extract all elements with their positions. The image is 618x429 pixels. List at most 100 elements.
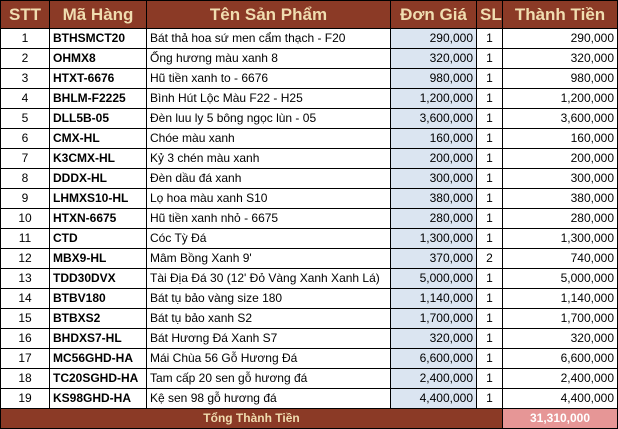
cell-stt[interactable]: 6 bbox=[0, 128, 50, 149]
cell-unit-price[interactable]: 1,140,000 bbox=[390, 288, 477, 309]
cell-stt[interactable]: 4 bbox=[0, 88, 50, 109]
cell-unit-price[interactable]: 980,000 bbox=[390, 68, 477, 89]
cell-line-total[interactable]: 300,000 bbox=[502, 168, 618, 189]
cell-code[interactable]: MC56GHD-HA bbox=[49, 348, 147, 369]
cell-code[interactable]: BTHSMCT20 bbox=[49, 28, 147, 49]
cell-product-name[interactable]: Chóe màu xanh bbox=[146, 128, 391, 149]
cell-line-total[interactable]: 3,600,000 bbox=[502, 108, 618, 129]
cell-stt[interactable]: 10 bbox=[0, 208, 50, 229]
cell-product-name[interactable]: Cóc Tỳ Đá bbox=[146, 228, 391, 249]
cell-stt[interactable]: 17 bbox=[0, 348, 50, 369]
cell-product-name[interactable]: Lọ hoa màu xanh S10 bbox=[146, 188, 391, 209]
cell-stt[interactable]: 8 bbox=[0, 168, 50, 189]
cell-stt[interactable]: 7 bbox=[0, 148, 50, 169]
cell-quantity[interactable]: 1 bbox=[476, 388, 503, 409]
header-total[interactable]: Thành Tiền bbox=[502, 0, 618, 29]
cell-code[interactable]: DDDX-HL bbox=[49, 168, 147, 189]
cell-code[interactable]: BHDXS7-HL bbox=[49, 328, 147, 349]
cell-code[interactable]: CTD bbox=[49, 228, 147, 249]
cell-quantity[interactable]: 1 bbox=[476, 188, 503, 209]
cell-line-total[interactable]: 290,000 bbox=[502, 28, 618, 49]
cell-quantity[interactable]: 1 bbox=[476, 228, 503, 249]
cell-line-total[interactable]: 380,000 bbox=[502, 188, 618, 209]
cell-quantity[interactable]: 1 bbox=[476, 88, 503, 109]
cell-product-name[interactable]: Kệ sen 98 gỗ hương đá bbox=[146, 388, 391, 409]
cell-line-total[interactable]: 4,400,000 bbox=[502, 388, 618, 409]
cell-quantity[interactable]: 1 bbox=[476, 128, 503, 149]
cell-product-name[interactable]: Bát tụ bảo vàng size 180 bbox=[146, 288, 391, 309]
cell-stt[interactable]: 19 bbox=[0, 388, 50, 409]
cell-product-name[interactable]: Tài Địa Đá 30 (12' Đỏ Vàng Xanh Xanh Lá) bbox=[146, 268, 391, 289]
cell-line-total[interactable]: 740,000 bbox=[502, 248, 618, 269]
cell-code[interactable]: HTXT-6676 bbox=[49, 68, 147, 89]
cell-code[interactable]: OHMX8 bbox=[49, 48, 147, 69]
cell-product-name[interactable]: Đèn luu ly 5 bông ngọc lùn - 05 bbox=[146, 108, 391, 129]
cell-unit-price[interactable]: 4,400,000 bbox=[390, 388, 477, 409]
grand-total-label[interactable]: Tổng Thành Tiền bbox=[0, 408, 503, 429]
cell-line-total[interactable]: 280,000 bbox=[502, 208, 618, 229]
cell-stt[interactable]: 12 bbox=[0, 248, 50, 269]
cell-unit-price[interactable]: 1,300,000 bbox=[390, 228, 477, 249]
cell-line-total[interactable]: 200,000 bbox=[502, 148, 618, 169]
cell-product-name[interactable]: Mâm Bồng Xanh 9' bbox=[146, 248, 391, 269]
cell-code[interactable]: BTBXS2 bbox=[49, 308, 147, 329]
cell-unit-price[interactable]: 6,600,000 bbox=[390, 348, 477, 369]
cell-stt[interactable]: 9 bbox=[0, 188, 50, 209]
cell-line-total[interactable]: 2,400,000 bbox=[502, 368, 618, 389]
cell-quantity[interactable]: 1 bbox=[476, 48, 503, 69]
cell-product-name[interactable]: Bát tụ bảo xanh S2 bbox=[146, 308, 391, 329]
cell-stt[interactable]: 1 bbox=[0, 28, 50, 49]
header-price[interactable]: Đơn Giá bbox=[390, 0, 477, 29]
cell-unit-price[interactable]: 320,000 bbox=[390, 328, 477, 349]
cell-unit-price[interactable]: 1,200,000 bbox=[390, 88, 477, 109]
cell-quantity[interactable]: 1 bbox=[476, 368, 503, 389]
cell-unit-price[interactable]: 290,000 bbox=[390, 28, 477, 49]
cell-product-name[interactable]: Bình Hút Lộc Màu F22 - H25 bbox=[146, 88, 391, 109]
cell-code[interactable]: MBX9-HL bbox=[49, 248, 147, 269]
cell-quantity[interactable]: 1 bbox=[476, 68, 503, 89]
cell-stt[interactable]: 13 bbox=[0, 268, 50, 289]
cell-line-total[interactable]: 320,000 bbox=[502, 328, 618, 349]
cell-product-name[interactable]: Tam cấp 20 sen gỗ hương đá bbox=[146, 368, 391, 389]
cell-quantity[interactable]: 1 bbox=[476, 328, 503, 349]
cell-code[interactable]: BTBV180 bbox=[49, 288, 147, 309]
cell-unit-price[interactable]: 320,000 bbox=[390, 48, 477, 69]
cell-quantity[interactable]: 1 bbox=[476, 208, 503, 229]
cell-unit-price[interactable]: 200,000 bbox=[390, 148, 477, 169]
cell-product-name[interactable]: Hũ tiền xanh nhỏ - 6675 bbox=[146, 208, 391, 229]
cell-code[interactable]: HTXN-6675 bbox=[49, 208, 147, 229]
cell-unit-price[interactable]: 280,000 bbox=[390, 208, 477, 229]
cell-line-total[interactable]: 980,000 bbox=[502, 68, 618, 89]
cell-code[interactable]: K3CMX-HL bbox=[49, 148, 147, 169]
cell-quantity[interactable]: 1 bbox=[476, 168, 503, 189]
cell-unit-price[interactable]: 2,400,000 bbox=[390, 368, 477, 389]
cell-stt[interactable]: 3 bbox=[0, 68, 50, 89]
cell-stt[interactable]: 16 bbox=[0, 328, 50, 349]
cell-unit-price[interactable]: 160,000 bbox=[390, 128, 477, 149]
cell-line-total[interactable]: 160,000 bbox=[502, 128, 618, 149]
cell-quantity[interactable]: 1 bbox=[476, 28, 503, 49]
cell-line-total[interactable]: 6,600,000 bbox=[502, 348, 618, 369]
cell-product-name[interactable]: Bát Hương Đá Xanh S7 bbox=[146, 328, 391, 349]
cell-stt[interactable]: 11 bbox=[0, 228, 50, 249]
cell-product-name[interactable]: Ống hương màu xanh 8 bbox=[146, 48, 391, 69]
cell-unit-price[interactable]: 300,000 bbox=[390, 168, 477, 189]
cell-code[interactable]: BHLM-F2225 bbox=[49, 88, 147, 109]
cell-stt[interactable]: 2 bbox=[0, 48, 50, 69]
cell-quantity[interactable]: 1 bbox=[476, 108, 503, 129]
cell-line-total[interactable]: 5,000,000 bbox=[502, 268, 618, 289]
cell-product-name[interactable]: Kỷ 3 chén màu xanh bbox=[146, 148, 391, 169]
cell-unit-price[interactable]: 1,700,000 bbox=[390, 308, 477, 329]
cell-stt[interactable]: 5 bbox=[0, 108, 50, 129]
cell-code[interactable]: CMX-HL bbox=[49, 128, 147, 149]
cell-line-total[interactable]: 1,140,000 bbox=[502, 288, 618, 309]
header-name[interactable]: Tên Sản Phẩm bbox=[146, 0, 391, 29]
cell-unit-price[interactable]: 380,000 bbox=[390, 188, 477, 209]
cell-code[interactable]: TC20SGHD-HA bbox=[49, 368, 147, 389]
cell-product-name[interactable]: Hũ tiền xanh to - 6676 bbox=[146, 68, 391, 89]
cell-code[interactable]: DLL5B-05 bbox=[49, 108, 147, 129]
cell-quantity[interactable]: 1 bbox=[476, 348, 503, 369]
cell-stt[interactable]: 15 bbox=[0, 308, 50, 329]
cell-unit-price[interactable]: 3,600,000 bbox=[390, 108, 477, 129]
cell-stt[interactable]: 14 bbox=[0, 288, 50, 309]
